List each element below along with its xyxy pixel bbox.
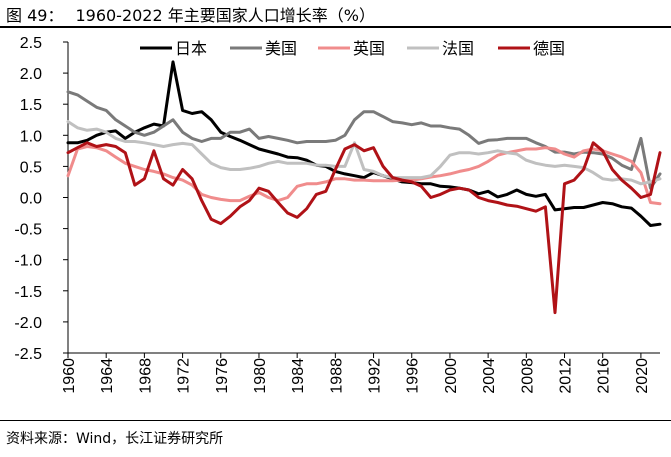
x-tick-label: 1980 [252, 358, 269, 394]
series-line-3 [66, 145, 662, 206]
population-growth-chart: 2.5 2.0 1.5 1.0 0.5 0.0 -0.5 -1.0 -1.5 -2.0 -2.5 19… [14, 35, 662, 394]
y-tick-label: 2.0 [20, 66, 42, 83]
y-tick-label: 0.0 [20, 191, 42, 208]
y-tick-label: 0.5 [20, 159, 42, 176]
y-tick-label: 1.5 [20, 97, 42, 114]
x-tick-label: 1968 [137, 358, 154, 394]
x-tick-label: 2004 [481, 358, 498, 394]
y-tick-label: 1.0 [20, 128, 42, 145]
x-tick-label: 1996 [405, 358, 422, 394]
legend-label: 日本 [175, 40, 207, 58]
series-line-2 [66, 90, 662, 190]
series-line-4 [66, 120, 662, 186]
x-tick-label: 2020 [634, 358, 651, 394]
y-tick-label: -0.5 [14, 222, 42, 239]
x-tick-label: 1988 [328, 358, 345, 394]
series-line-5 [66, 141, 662, 315]
x-tick-label: 2012 [558, 358, 575, 394]
x-tick-label: 2008 [519, 358, 536, 394]
x-tick-label: 1984 [290, 358, 307, 394]
x-tick-label: 1964 [99, 358, 116, 394]
figure-title-text: 1960-2022 年主要国家人口增长率（%） [75, 6, 375, 25]
legend-label: 美国 [265, 40, 297, 58]
y-tick-label: -1.0 [14, 253, 42, 270]
figure-label: 图 49： [6, 6, 64, 25]
x-tick-label: 2016 [596, 358, 613, 394]
x-tick-label: 1972 [176, 358, 193, 394]
y-tick-label: -1.5 [14, 284, 42, 301]
y-tick-label: -2.5 [14, 346, 42, 363]
x-tick-label: 2000 [443, 358, 460, 394]
legend-label: 法国 [442, 40, 474, 58]
source-note: 资料来源：Wind，长江证券研究所 [6, 431, 224, 447]
figure-title: 图 49： 1960-2022 年主要国家人口增长率（%） [6, 2, 375, 26]
y-tick-label: 2.5 [20, 35, 42, 52]
x-tick-label: 1960 [61, 358, 78, 394]
source-rule [0, 420, 671, 421]
y-tick-label: -2.0 [14, 315, 42, 332]
legend-label: 英国 [353, 40, 385, 58]
x-tick-label: 1992 [367, 358, 384, 394]
title-rule [0, 26, 671, 28]
legend-label: 德国 [533, 40, 565, 58]
x-tick-label: 1976 [214, 358, 231, 394]
